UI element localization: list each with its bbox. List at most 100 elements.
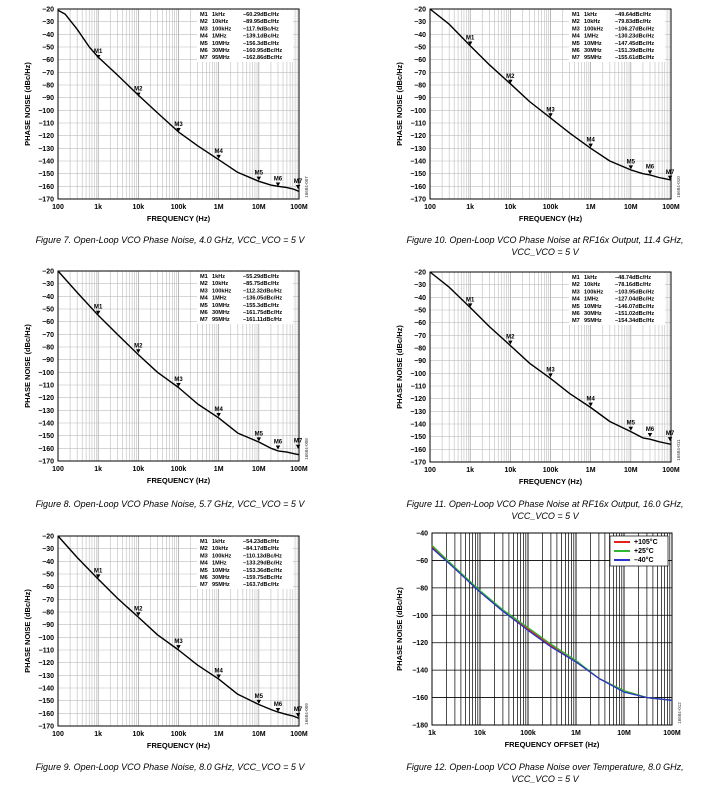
marker-table-name: M3	[200, 288, 208, 294]
marker-m5-triangle	[256, 699, 262, 704]
y-tick-label: −110	[39, 121, 54, 128]
marker-table-name: M4	[200, 34, 209, 40]
y-tick-label: −90	[414, 358, 426, 365]
x-tick-label: 10M	[252, 731, 266, 738]
marker-table-value: –48.74dBc/Hz	[615, 275, 651, 281]
y-tick-label: −80	[42, 83, 54, 90]
marker-table-value: –161.11dBc/Hz	[243, 317, 282, 323]
marker-table-name: M2	[572, 19, 580, 25]
x-tick-label: 1k	[94, 731, 102, 738]
x-tick-label: 1k	[428, 730, 436, 737]
y-tick-label: −130	[38, 146, 54, 153]
plot-frame	[57, 270, 300, 462]
marker-table-freq: 95MHz	[212, 317, 230, 323]
y-tick-label: −120	[410, 133, 426, 140]
marker-m5-label: M5	[255, 694, 264, 700]
marker-m3-triangle	[176, 128, 181, 133]
y-tick-label: −50	[414, 308, 426, 315]
marker-m4-triangle	[588, 143, 593, 148]
marker-m5-label: M5	[627, 421, 636, 427]
marker-table-freq: 10MHz	[584, 41, 602, 47]
marker-m5-triangle	[256, 176, 262, 181]
x-tick-label: 1k	[466, 467, 474, 474]
y-tick-label: −90	[42, 622, 54, 629]
marker-table-name: M1	[200, 539, 208, 545]
marker-m2-label: M2	[506, 74, 515, 80]
chart-16684-011: −20 −30 −40 −50 −60 −70 −80 −90 −100 −110 −120 −130…	[395, 270, 681, 487]
y-tick-label: −100	[410, 108, 426, 115]
y-tick-label: −130	[410, 409, 426, 416]
caption-figure-8: Figure 8. Open-Loop VCO Phase Noise, 5.7…	[35, 499, 305, 509]
y-tick-label: −130	[38, 408, 54, 415]
marker-m4-triangle	[216, 154, 221, 159]
figure-id: 16684-011	[676, 439, 681, 461]
marker-table-value: –84.17dBc/Hz	[243, 546, 279, 552]
figure-id: 16684-009	[304, 703, 309, 725]
y-tick-label: −170	[38, 724, 54, 731]
marker-table-value: –155.3dBc/Hz	[243, 303, 279, 309]
marker-table-freq: 95MHz	[584, 318, 602, 324]
marker-table-value: –103.95dBc/Hz	[615, 289, 654, 295]
marker-table-value: –78.16dBc/Hz	[615, 282, 651, 288]
marker-table-name: M1	[572, 12, 580, 18]
marker-m1-triangle	[467, 303, 473, 308]
marker-m3-label: M3	[174, 639, 183, 645]
y-tick-label: −70	[42, 70, 54, 77]
y-tick-label: −20	[42, 7, 54, 14]
marker-table-value: –161.75dBc/Hz	[243, 310, 282, 316]
x-tick-label: 1k	[466, 204, 474, 211]
marker-table-freq: 10MHz	[584, 304, 602, 310]
x-tick-label: 100	[424, 204, 436, 211]
y-tick-label: −160	[410, 184, 426, 191]
marker-table-value: –127.04dBc/Hz	[615, 297, 654, 303]
marker-m2-label: M2	[134, 343, 143, 349]
marker-m2-triangle	[136, 612, 141, 617]
marker-table-name: M6	[200, 310, 208, 316]
x-tick-label: 1M	[214, 731, 224, 738]
marker-m4-triangle	[216, 674, 221, 679]
series-line-1	[431, 544, 673, 701]
marker-m1-label: M1	[466, 297, 475, 303]
y-tick-label: −150	[38, 698, 54, 705]
x-tick-label: 10M	[624, 467, 638, 474]
marker-table-value: –85.75dBc/Hz	[243, 281, 279, 287]
marker-table-bg	[197, 272, 293, 324]
marker-m6-label: M6	[646, 427, 655, 433]
figure-id: 16684-012	[677, 702, 682, 724]
marker-m1-label: M1	[94, 305, 103, 311]
x-tick-label: 1M	[214, 204, 224, 211]
y-tick-label: −50	[414, 45, 426, 52]
x-axis-label: FREQUENCY (Hz)	[147, 741, 211, 750]
caption-figure-9: Figure 9. Open-Loop VCO Phase Noise, 8.0…	[35, 762, 305, 772]
y-tick-label: −50	[42, 45, 54, 52]
marker-m2-triangle	[136, 349, 141, 354]
marker-table-freq: 30MHz	[584, 311, 602, 317]
x-tick-label: 100M	[662, 204, 680, 211]
caption-figure-12: Figure 12. Open-Loop VCO Phase Noise ove…	[406, 762, 684, 784]
marker-m5-triangle	[628, 165, 634, 170]
marker-m7-triangle	[667, 437, 673, 442]
y-tick-label: −150	[410, 434, 426, 441]
x-axis-label: FREQUENCY (Hz)	[147, 476, 211, 485]
marker-table-name: M2	[200, 546, 208, 552]
marker-m1-label: M1	[466, 36, 475, 42]
x-tick-label: 1M	[214, 466, 224, 473]
marker-table-name: M3	[200, 553, 208, 559]
y-tick-label: −20	[414, 270, 426, 277]
y-tick-label: −40	[42, 559, 54, 566]
marker-table-value: –112.32dBc/Hz	[243, 288, 282, 294]
y-tick-label: −100	[38, 635, 54, 642]
y-tick-label: −60	[42, 57, 54, 64]
marker-m6-triangle	[275, 445, 281, 450]
marker-table-name: M5	[200, 303, 208, 309]
marker-m2-label: M2	[134, 87, 143, 93]
marker-table-bg	[197, 537, 293, 589]
y-tick-label: −100	[38, 108, 54, 115]
y-tick-label: −40	[42, 294, 54, 301]
marker-table-value: –146.07dBc/Hz	[615, 304, 654, 310]
y-tick-label: −150	[38, 433, 54, 440]
marker-m1-triangle	[95, 310, 101, 315]
marker-table-value: –130.23dBc/Hz	[615, 34, 654, 40]
plot-frame	[429, 271, 672, 463]
y-tick-label: −40	[414, 295, 426, 302]
